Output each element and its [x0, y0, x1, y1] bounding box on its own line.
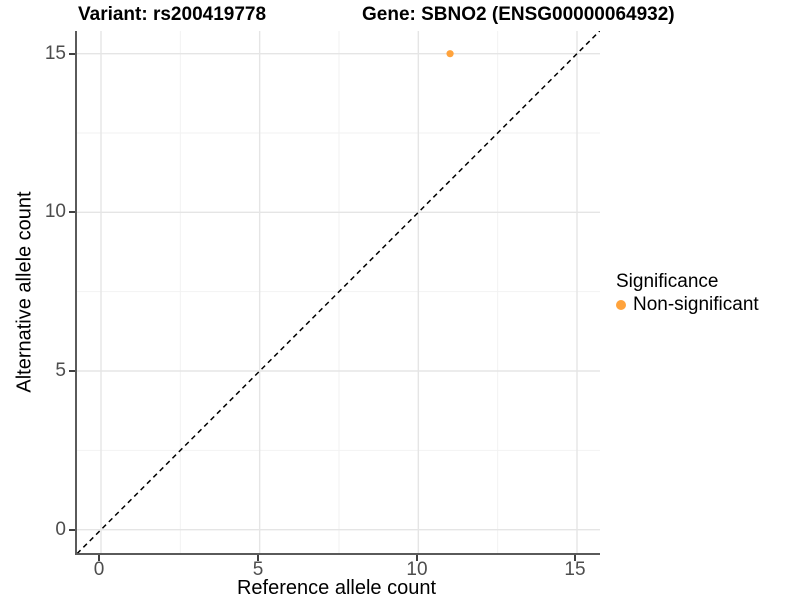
plot-area-svg [77, 31, 600, 553]
y-tick-mark [69, 53, 75, 55]
x-tick-mark [416, 555, 418, 561]
x-tick-label: 10 [406, 559, 428, 580]
variant-title: Variant: rs200419778 [78, 4, 267, 25]
legend-title: Significance [616, 271, 719, 292]
y-tick-label: 15 [44, 43, 66, 64]
y-tick-mark [69, 529, 75, 531]
legend-item-label: Non-significant [633, 294, 759, 315]
x-tick-label: 15 [564, 559, 586, 580]
gene-title: Gene: SBNO2 (ENSG00000064932) [362, 4, 675, 25]
y-axis-title: Alternative allele count [13, 191, 36, 393]
major-gridlines [77, 31, 600, 553]
x-tick-mark [98, 555, 100, 561]
legend: Significance Non-significant [616, 270, 759, 316]
y-tick-label: 10 [44, 201, 66, 222]
y-tick-mark [69, 211, 75, 213]
plot-panel [75, 31, 600, 555]
legend-key-dot-icon [616, 300, 626, 310]
legend-item: Non-significant [616, 294, 759, 316]
identity-line [77, 31, 600, 553]
x-tick-label: 0 [93, 559, 105, 580]
y-tick-label: 5 [55, 360, 66, 381]
x-tick-label: 5 [252, 559, 264, 580]
y-tick-label: 0 [55, 519, 66, 540]
x-tick-mark [574, 555, 576, 561]
x-axis-title: Reference allele count [236, 577, 436, 599]
x-tick-mark [257, 555, 259, 561]
data-point [446, 50, 454, 58]
y-tick-mark [69, 370, 75, 372]
